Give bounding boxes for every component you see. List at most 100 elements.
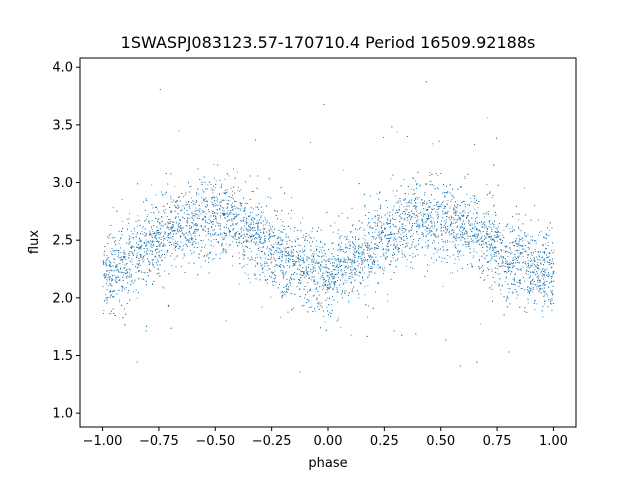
scatter-point bbox=[536, 288, 538, 290]
scatter-point bbox=[297, 252, 299, 253]
scatter-point bbox=[361, 245, 363, 247]
scatter-point bbox=[212, 259, 214, 261]
scatter-point bbox=[360, 267, 361, 269]
scatter-point bbox=[311, 231, 313, 233]
scatter-point bbox=[208, 209, 209, 210]
scatter-point bbox=[541, 269, 543, 271]
scatter-point bbox=[346, 280, 348, 282]
scatter-point bbox=[167, 227, 169, 229]
scatter-point bbox=[358, 263, 360, 265]
scatter-point bbox=[268, 224, 270, 226]
scatter-point bbox=[377, 282, 379, 283]
scatter-point bbox=[429, 175, 431, 176]
scatter-point bbox=[274, 252, 275, 253]
scatter-point bbox=[216, 234, 218, 236]
scatter-point bbox=[389, 226, 391, 228]
scatter-point bbox=[538, 268, 540, 269]
scatter-point bbox=[522, 245, 523, 247]
scatter-point bbox=[501, 259, 503, 261]
scatter-point bbox=[526, 236, 528, 238]
scatter-point bbox=[330, 273, 332, 275]
scatter-point bbox=[463, 254, 465, 256]
scatter-point bbox=[280, 291, 282, 293]
scatter-point bbox=[358, 275, 360, 277]
scatter-point bbox=[129, 251, 130, 252]
scatter-point bbox=[108, 270, 110, 271]
scatter-point bbox=[399, 237, 401, 239]
scatter-point bbox=[342, 291, 343, 293]
scatter-point bbox=[120, 257, 121, 259]
scatter-point bbox=[330, 258, 332, 260]
scatter-point bbox=[450, 215, 452, 217]
scatter-point bbox=[445, 192, 447, 193]
scatter-point bbox=[435, 211, 437, 213]
scatter-point bbox=[359, 227, 361, 228]
scatter-point bbox=[433, 253, 435, 255]
scatter-point bbox=[528, 267, 530, 269]
scatter-point bbox=[433, 233, 435, 234]
scatter-point bbox=[126, 271, 128, 273]
scatter-point bbox=[526, 269, 527, 271]
scatter-point bbox=[477, 236, 478, 238]
scatter-point bbox=[550, 298, 552, 300]
scatter-point bbox=[341, 275, 342, 276]
scatter-point bbox=[170, 211, 171, 213]
scatter-point bbox=[245, 213, 246, 215]
scatter-point bbox=[147, 241, 149, 243]
scatter-point bbox=[500, 293, 502, 295]
scatter-point bbox=[447, 200, 449, 202]
scatter-point bbox=[397, 259, 399, 261]
scatter-point bbox=[237, 231, 239, 233]
scatter-point bbox=[225, 189, 226, 191]
scatter-point bbox=[229, 225, 231, 226]
scatter-point bbox=[269, 222, 271, 224]
scatter-point bbox=[497, 229, 498, 231]
scatter-point bbox=[158, 233, 159, 235]
scatter-point bbox=[493, 238, 494, 240]
scatter-point bbox=[268, 251, 270, 252]
scatter-point bbox=[540, 257, 542, 259]
scatter-point bbox=[229, 234, 231, 236]
scatter-point bbox=[500, 250, 502, 252]
scatter-point bbox=[387, 219, 389, 221]
scatter-point bbox=[371, 271, 373, 273]
scatter-point bbox=[152, 230, 154, 232]
scatter-point bbox=[407, 242, 409, 244]
scatter-point bbox=[345, 290, 347, 292]
scatter-point bbox=[204, 226, 206, 228]
scatter-point bbox=[137, 225, 138, 227]
scatter-point bbox=[473, 248, 475, 250]
scatter-point bbox=[369, 227, 371, 228]
scatter-point bbox=[303, 257, 304, 259]
scatter-point bbox=[233, 227, 235, 229]
scatter-point bbox=[326, 275, 328, 277]
scatter-point bbox=[213, 216, 214, 217]
scatter-point bbox=[512, 283, 514, 285]
scatter-point bbox=[390, 232, 391, 234]
scatter-point bbox=[262, 229, 264, 230]
scatter-point bbox=[410, 202, 412, 203]
scatter-point bbox=[367, 224, 369, 226]
scatter-point bbox=[152, 244, 154, 246]
scatter-point bbox=[473, 228, 475, 230]
scatter-point bbox=[378, 215, 380, 216]
scatter-point bbox=[313, 250, 315, 252]
scatter-point bbox=[537, 277, 539, 279]
scatter-point bbox=[494, 230, 496, 232]
scatter-point bbox=[244, 236, 246, 238]
scatter-point bbox=[432, 217, 434, 219]
scatter-point bbox=[141, 258, 143, 260]
scatter-point bbox=[189, 218, 191, 219]
scatter-point bbox=[397, 258, 399, 260]
scatter-point bbox=[311, 261, 312, 263]
scatter-point bbox=[109, 271, 110, 273]
scatter-point bbox=[546, 268, 548, 270]
scatter-point bbox=[460, 255, 462, 257]
scatter-point bbox=[519, 283, 521, 285]
scatter-point bbox=[155, 249, 157, 250]
scatter-point bbox=[455, 213, 457, 215]
scatter-point bbox=[172, 238, 174, 240]
scatter-point bbox=[285, 292, 287, 293]
scatter-point bbox=[173, 199, 174, 201]
scatter-point bbox=[316, 303, 318, 304]
